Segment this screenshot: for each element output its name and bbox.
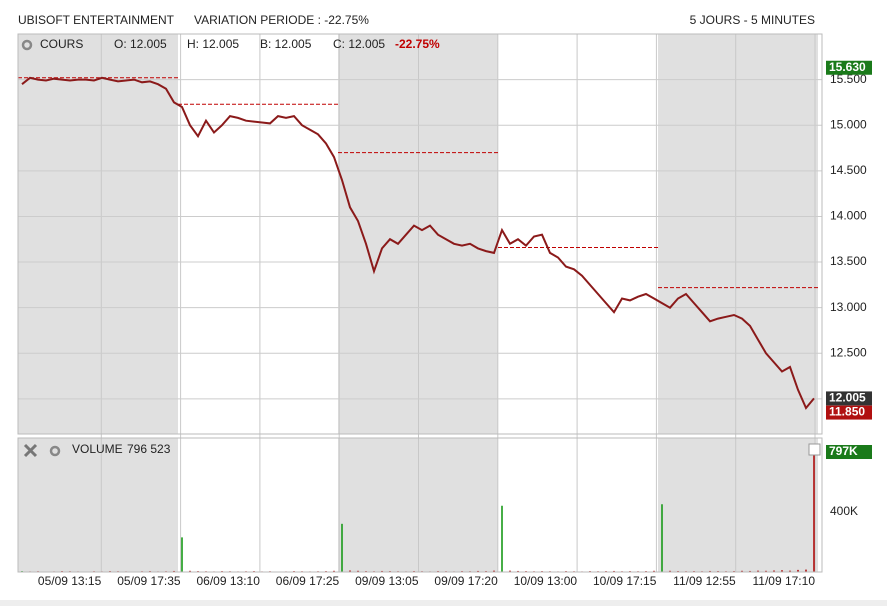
y-tick-label: 14.500 <box>830 163 867 177</box>
y-tick-label: 400K <box>830 504 858 518</box>
price-badge-label: 12.005 <box>829 391 866 405</box>
volume-bar <box>181 537 183 572</box>
period: 5 JOURS - 5 MINUTES <box>690 13 815 27</box>
y-tick-label: 13.000 <box>830 300 867 314</box>
day-band <box>658 438 818 572</box>
checkbox[interactable] <box>809 444 820 455</box>
legend-low: B: 12.005 <box>260 37 312 51</box>
x-tick-label: 06/09 17:25 <box>276 574 340 588</box>
x-tick-label: 05/09 17:35 <box>117 574 181 588</box>
x-tick-label: 09/09 13:05 <box>355 574 419 588</box>
legend-name: COURS <box>40 37 83 51</box>
title: UBISOFT ENTERTAINMENT <box>18 13 175 27</box>
legend-high: H: 12.005 <box>187 37 239 51</box>
x-tick-label: 05/09 13:15 <box>38 574 102 588</box>
volume-bar <box>661 504 663 572</box>
y-tick-label: 15.000 <box>830 117 867 131</box>
volume-badge-label: 797K <box>829 444 858 458</box>
x-tick-label: 10/09 13:00 <box>514 574 578 588</box>
day-band <box>18 438 178 572</box>
x-tick-label: 10/09 17:15 <box>593 574 657 588</box>
volume-title: VOLUME <box>72 442 123 456</box>
legend-close: C: 12.005 <box>333 37 385 51</box>
legend-change: -22.75% <box>395 37 440 51</box>
day-band <box>658 34 818 434</box>
x-tick-label: 06/09 13:10 <box>196 574 260 588</box>
x-tick-label: 11/09 12:55 <box>673 574 736 588</box>
y-tick-label: 14.000 <box>830 209 867 223</box>
variation: VARIATION PERIODE : -22.75% <box>194 13 369 27</box>
volume-total: 796 523 <box>127 442 171 456</box>
day-band <box>18 34 178 434</box>
volume-bar <box>501 506 503 572</box>
bottom-strip <box>0 600 887 606</box>
x-tick-label: 09/09 17:20 <box>434 574 498 588</box>
price-badge-label: 15.630 <box>829 60 866 74</box>
volume-bar <box>813 452 815 572</box>
legend-open: O: 12.005 <box>114 37 167 51</box>
price-badge-label: 11.850 <box>829 405 865 419</box>
x-tick-label: 11/09 17:10 <box>752 574 815 588</box>
volume-bar <box>341 524 343 572</box>
y-tick-label: 13.500 <box>830 254 867 268</box>
y-tick-label: 12.500 <box>830 345 867 359</box>
